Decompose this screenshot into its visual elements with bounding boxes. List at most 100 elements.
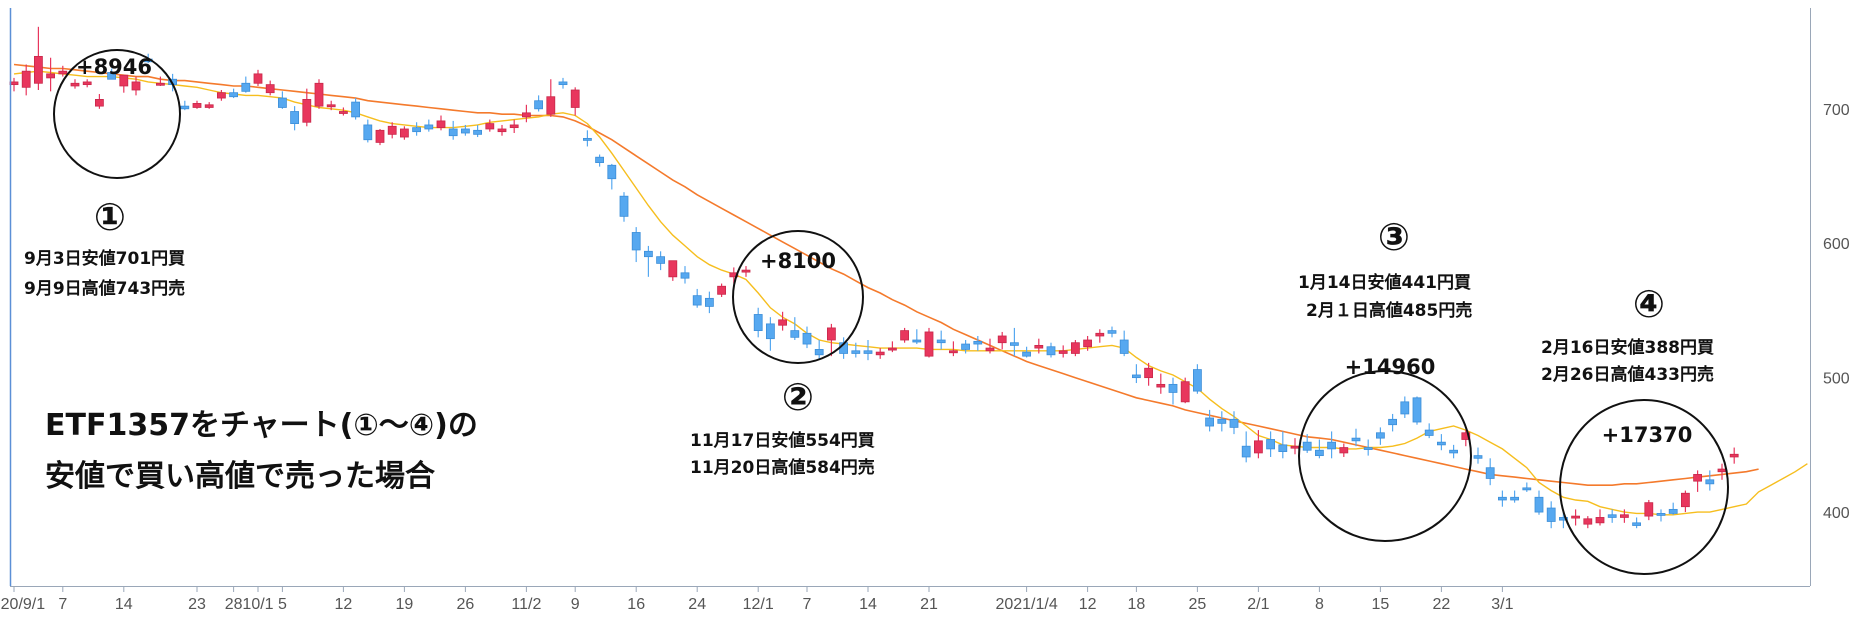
candle-body — [1729, 453, 1739, 458]
candle-body — [900, 330, 909, 341]
candle-body — [522, 112, 531, 118]
candle — [375, 128, 385, 146]
x-tick-label: 18 — [1128, 596, 1146, 613]
candle — [277, 91, 287, 109]
candle-body — [131, 81, 141, 91]
candle — [558, 77, 568, 89]
candle — [460, 124, 470, 136]
candle — [741, 266, 751, 277]
x-tick-label: 7 — [58, 596, 67, 613]
candle-body — [1266, 439, 1275, 450]
candle-body — [753, 314, 763, 332]
candle-body — [546, 96, 556, 115]
candle — [1534, 490, 1544, 515]
candle — [1424, 423, 1434, 439]
candle — [70, 79, 80, 89]
candle-body — [692, 295, 702, 306]
candle-body — [973, 340, 983, 345]
candle-body — [229, 92, 239, 98]
candle-body — [644, 250, 653, 258]
y-axis: 400 500 600 700 — [1823, 102, 1850, 522]
candle — [473, 124, 483, 138]
candle-body — [192, 103, 202, 108]
candle-body — [1412, 397, 1422, 423]
candle-body — [778, 319, 787, 326]
y-tick-label: 700 — [1823, 102, 1850, 119]
candle-body — [1485, 467, 1495, 479]
candle-body — [1217, 418, 1227, 424]
candle — [192, 100, 202, 109]
candle — [1168, 377, 1178, 405]
candle-body — [70, 82, 80, 87]
candle-body — [705, 297, 714, 307]
candle-body — [107, 72, 116, 80]
candle — [1522, 482, 1532, 492]
trade-sell-3: 2月１日高値485円売 — [1306, 300, 1472, 321]
candle-body — [1132, 374, 1141, 379]
candle-body — [827, 327, 836, 341]
x-tick-label: 2021/1/4 — [995, 596, 1057, 613]
candle-body — [1327, 441, 1336, 450]
candle — [1302, 434, 1312, 453]
candle — [1656, 509, 1666, 522]
candle-body — [1058, 350, 1068, 354]
candle-body — [485, 123, 495, 130]
x-tick-label: 8 — [1315, 596, 1324, 613]
candle-body — [509, 124, 519, 129]
candle-body — [436, 120, 446, 129]
trade-circle-4 — [1559, 399, 1729, 575]
candle-body — [265, 84, 275, 94]
candle — [1571, 509, 1580, 526]
candle — [1498, 490, 1507, 507]
candle-body — [497, 128, 507, 133]
x-tick-label: 5 — [278, 596, 287, 613]
candle-body — [314, 82, 324, 107]
candle-body — [1632, 522, 1641, 526]
candle — [1693, 470, 1702, 492]
trade-buy-4: 2月16日安値388円買 — [1541, 337, 1714, 358]
trade-number-2: ② — [782, 375, 814, 419]
candle-body — [729, 272, 739, 278]
x-tick-label: 16 — [627, 596, 645, 613]
candle — [985, 338, 995, 354]
candle — [1058, 345, 1068, 358]
candle — [399, 126, 409, 140]
candle — [290, 106, 300, 131]
candle-body — [387, 125, 397, 135]
candle-body — [338, 111, 348, 114]
candle-body — [1302, 441, 1312, 451]
x-tick-label: 11/2 — [511, 596, 541, 613]
trade-buy-3: 1月14日安値441円買 — [1298, 272, 1471, 293]
candle-body — [204, 104, 214, 108]
candle — [1461, 430, 1471, 447]
x-tick-label: 15 — [1372, 596, 1390, 613]
candle — [656, 251, 665, 271]
candle — [1034, 338, 1044, 354]
x-tick-label: 2/1 — [1247, 596, 1269, 613]
moving-average-short-line — [13, 70, 1808, 516]
candle — [1046, 342, 1056, 358]
candle-body — [1498, 496, 1507, 501]
candle — [1376, 427, 1385, 445]
candle — [1510, 490, 1519, 503]
candle-body — [1681, 492, 1690, 508]
candle-body — [802, 332, 812, 345]
candle — [119, 74, 129, 93]
candle — [241, 76, 251, 93]
candle — [1132, 364, 1141, 384]
candle — [180, 100, 190, 111]
trade-circle-3 — [1298, 370, 1472, 542]
x-tick-label: 7 — [803, 596, 812, 613]
candle — [1022, 346, 1031, 358]
candle-body — [1205, 417, 1214, 427]
trade-gain-2: +8100 — [760, 249, 836, 273]
x-tick-label: 28 — [225, 596, 243, 613]
candle — [522, 104, 531, 123]
candle-body — [412, 127, 422, 133]
y-tick-label: 400 — [1823, 505, 1850, 522]
candle-body — [595, 156, 604, 163]
candle-body — [473, 129, 483, 135]
candle — [973, 335, 983, 351]
candle-body — [1571, 515, 1580, 519]
candle-body — [119, 74, 129, 87]
